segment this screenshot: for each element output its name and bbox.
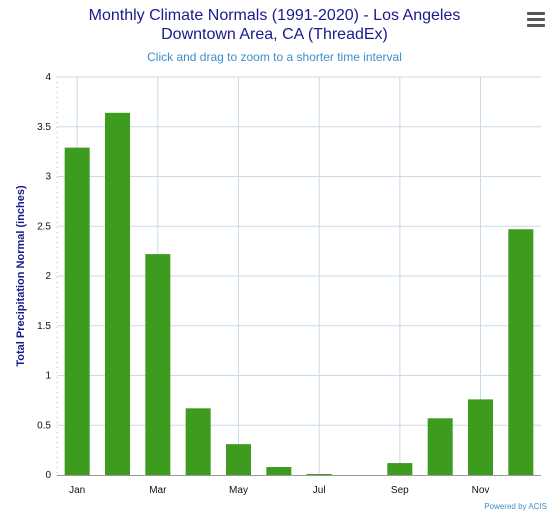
chart-title-line1: Monthly Climate Normals (1991-2020) - Lo… (88, 7, 461, 24)
y-tick-label: 2.5 (37, 221, 51, 232)
bar-jan[interactable] (64, 147, 90, 475)
chart-title: Monthly Climate Normals (1991-2020) - Lo… (0, 6, 549, 44)
bar-nov[interactable] (467, 399, 494, 475)
x-tick-label: May (229, 485, 248, 496)
y-tick-label: 0 (45, 470, 51, 481)
bar-sep[interactable] (387, 463, 413, 475)
credit-link[interactable]: Powered by ACIS (484, 502, 547, 511)
x-tick-label: Sep (391, 485, 409, 496)
bar-jul[interactable] (306, 474, 332, 475)
axes: 0 0.5 1 1.5 2 2.5 3 3.5 4 Jan Mar May Jul Sep Nov (37, 72, 541, 496)
bar-feb[interactable] (104, 112, 131, 475)
bar-mar[interactable] (145, 254, 171, 475)
bars (64, 112, 534, 475)
x-tick-label: Jan (69, 485, 85, 496)
bar-dec[interactable] (508, 229, 534, 475)
x-tick-label: Jul (313, 485, 326, 496)
y-tick-label: 1 (45, 371, 51, 382)
bar-apr[interactable] (185, 408, 211, 475)
y-axis-label: Total Precipitation Normal (inches) (15, 185, 27, 367)
x-tick-label: Mar (149, 485, 167, 496)
grid-lines (57, 76, 541, 475)
bar-may[interactable] (225, 444, 252, 475)
y-tick-label: 3.5 (37, 122, 51, 133)
y-tick-label: 0.5 (37, 420, 51, 431)
x-tick-label: Nov (472, 485, 490, 496)
bar-oct[interactable] (427, 418, 453, 475)
y-tick-label: 4 (45, 72, 51, 83)
chart-title-line2: Downtown Area, CA (ThreadEx) (161, 26, 388, 43)
y-tick-label: 2 (45, 271, 51, 282)
y-tick-label: 3 (45, 172, 51, 183)
y-tick-label: 1.5 (37, 321, 51, 332)
hamburger-icon[interactable] (527, 12, 545, 28)
bar-jun[interactable] (266, 467, 292, 475)
chart-subtitle: Click and drag to zoom to a shorter time… (147, 50, 402, 64)
